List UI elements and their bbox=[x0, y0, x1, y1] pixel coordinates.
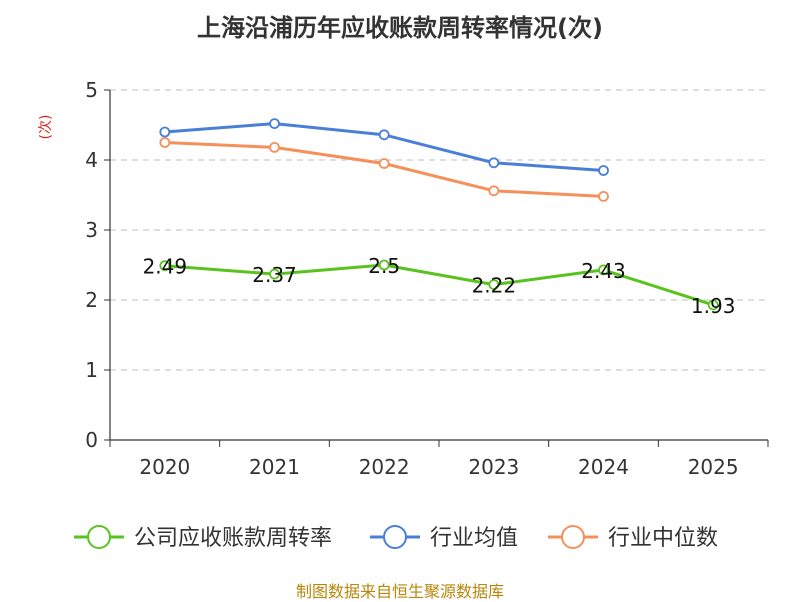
x-tick-label: 2022 bbox=[359, 455, 410, 479]
data-point bbox=[488, 157, 500, 169]
data-point bbox=[269, 268, 280, 280]
data-label: 2.43 bbox=[581, 259, 626, 283]
data-label: 1.93 bbox=[691, 294, 736, 318]
source-note: 制图数据来自恒生聚源数据库 bbox=[295, 582, 504, 601]
data-label: 2.49 bbox=[143, 255, 188, 279]
data-point bbox=[378, 158, 390, 169]
data-point bbox=[488, 279, 500, 291]
data-point bbox=[159, 260, 171, 272]
data-label: 2.37 bbox=[252, 263, 297, 287]
y-tick-label: 2 bbox=[85, 288, 98, 312]
data-point bbox=[378, 129, 390, 141]
x-tick-label: 2025 bbox=[688, 455, 739, 479]
data-label: 2.22 bbox=[472, 274, 517, 298]
data-point bbox=[598, 264, 609, 276]
x-tick-label: 2020 bbox=[139, 455, 190, 479]
legend-label-0: 公司应收账款周转率 bbox=[134, 526, 332, 551]
series-lines bbox=[159, 118, 719, 311]
legend-marker-0 bbox=[87, 525, 111, 549]
y-tick-label: 0 bbox=[85, 428, 98, 452]
data-point bbox=[707, 299, 719, 311]
gridlines bbox=[110, 89, 768, 371]
x-tick-label: 2024 bbox=[578, 455, 629, 479]
data-point bbox=[378, 259, 390, 271]
y-axis-title: (次) bbox=[38, 115, 54, 140]
data-point bbox=[159, 137, 171, 148]
data-labels: 2.49 2.37 2.5 2.22 2.43 1.93 bbox=[143, 254, 736, 318]
series-line-2 bbox=[164, 141, 604, 198]
x-tick-label: 2023 bbox=[468, 455, 519, 479]
data-point bbox=[598, 190, 609, 202]
legend-label-2: 行业中位数 bbox=[608, 526, 718, 551]
x-tick-label: 2021 bbox=[249, 455, 300, 479]
data-point bbox=[488, 185, 500, 197]
y-tick-label: 1 bbox=[85, 358, 98, 382]
data-label: 2.5 bbox=[368, 254, 400, 278]
axes: 0 1 2 3 4 5 2020 2021 2022 2023 2024 2025 (次) bbox=[38, 78, 769, 479]
legend-marker-2 bbox=[561, 525, 585, 549]
y-tick-label: 4 bbox=[85, 148, 98, 172]
data-point bbox=[269, 141, 280, 153]
legend: 公司应收账款周转率 行业均值 行业中位数 bbox=[74, 525, 718, 551]
y-tick-label: 3 bbox=[85, 218, 98, 242]
data-point bbox=[598, 165, 609, 176]
y-tick-label: 5 bbox=[85, 78, 98, 102]
legend-marker-1 bbox=[383, 525, 407, 549]
series-line-0 bbox=[164, 263, 714, 307]
data-point bbox=[159, 126, 171, 138]
legend-label-1: 行业均值 bbox=[430, 526, 518, 551]
chart-title: 上海沿浦历年应收账款周转率情况(次) bbox=[197, 14, 603, 42]
data-point bbox=[269, 118, 280, 129]
